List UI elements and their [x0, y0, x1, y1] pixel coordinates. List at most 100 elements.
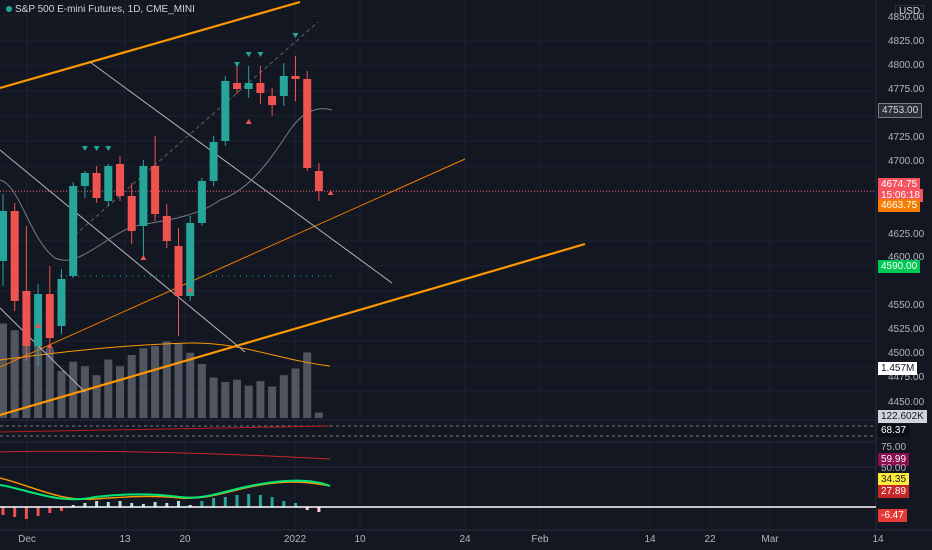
axis-value-tag: 34.35	[878, 473, 910, 486]
histogram-bar	[141, 504, 145, 507]
dashed-trendline	[74, 21, 319, 236]
volume-bar	[151, 346, 160, 418]
histogram-bar	[188, 505, 192, 507]
volume-bar	[291, 368, 300, 418]
sell-signal-arrow	[35, 323, 42, 328]
axis-value-tag: 4674.75	[878, 178, 921, 191]
candle-body	[303, 79, 312, 168]
rsi-line	[0, 425, 331, 433]
sell-signal-arrow	[187, 287, 194, 292]
volume-bar	[233, 379, 241, 418]
candle-body	[10, 211, 19, 301]
price-tick-label: 4475.00	[888, 372, 925, 383]
price-tick-label: 4600.00	[888, 252, 925, 263]
price-tick-label: 4500.00	[888, 348, 925, 359]
candle-body	[92, 173, 101, 198]
histogram-bar	[1, 507, 5, 515]
candle-body	[233, 83, 241, 89]
volume-bar	[197, 364, 206, 418]
candle-body	[57, 279, 66, 326]
candle-body	[80, 173, 89, 186]
candle-body	[279, 76, 288, 96]
candle-body	[45, 294, 54, 338]
price-tick-label: 4775.00	[888, 84, 925, 95]
volume-bar	[268, 386, 277, 418]
histogram-bar	[258, 495, 262, 507]
date-tick-label: 14	[644, 534, 656, 545]
date-tick-label: 2022	[283, 534, 307, 545]
volume-bar	[22, 328, 31, 418]
histogram-bar	[106, 502, 110, 507]
histogram-bar	[165, 503, 169, 507]
sell-signal-arrow	[327, 190, 334, 195]
date-tick-label: Feb	[531, 534, 549, 545]
sell-signal-arrow	[175, 280, 182, 285]
volume-bar	[57, 370, 66, 418]
histogram-bar	[282, 501, 286, 507]
axis-value-tag: 1.457M	[878, 362, 918, 375]
price-tick-label: 4700.00	[888, 156, 925, 167]
candle-body	[221, 81, 230, 141]
volume-bar	[162, 341, 171, 418]
buy-signal-arrow	[257, 52, 264, 57]
candle-body	[291, 76, 300, 79]
volume-bar	[221, 382, 230, 418]
candle-body	[151, 166, 160, 214]
volume-bar	[256, 381, 265, 418]
symbol-header: S&P 500 E-mini Futures, 1D, CME_MINI	[6, 4, 195, 15]
macd-line	[0, 479, 331, 501]
volume-bar	[244, 385, 253, 418]
histogram-bar	[48, 507, 52, 513]
histogram-bar	[153, 502, 157, 507]
candle-body	[314, 171, 323, 191]
price-tick-label: 4450.00	[888, 397, 925, 408]
volume-bar	[69, 361, 78, 418]
sell-signal-arrow	[46, 343, 53, 348]
axis-value-tag: 122.602K	[878, 410, 927, 423]
currency-selector[interactable]: USD	[895, 5, 925, 18]
date-tick-label: Mar	[761, 534, 779, 545]
histogram-bar	[177, 501, 180, 507]
histogram-bar	[317, 507, 321, 512]
buy-signal-arrow	[234, 62, 240, 67]
sell-signal-arrow	[11, 290, 18, 295]
volume-bar	[34, 343, 43, 418]
axis-value-tag: -6.47	[878, 509, 907, 522]
histogram-bar	[71, 505, 75, 507]
candle-body	[34, 294, 43, 346]
moving-average-line	[0, 108, 333, 261]
date-tick-label: 20	[179, 534, 191, 545]
date-tick-label: 13	[119, 534, 131, 545]
histogram-bar	[83, 503, 87, 507]
axis-value-tag: 4663.75	[878, 199, 921, 212]
candle-body	[209, 142, 218, 181]
volume-bar	[314, 412, 323, 418]
sell-signal-arrow	[140, 255, 147, 260]
descending-trendline	[0, 307, 86, 393]
buy-signal-arrow	[81, 146, 88, 151]
volume-bar	[279, 375, 288, 418]
histogram-bar	[118, 501, 122, 507]
sell-signal-arrow	[245, 119, 252, 124]
histogram-bar	[200, 501, 204, 507]
date-tick-label: 10	[354, 534, 366, 545]
histogram-bar	[95, 501, 99, 507]
descending-trendline	[89, 61, 393, 284]
date-tick-label: 14	[872, 534, 884, 545]
candle-body	[244, 83, 253, 89]
oscillator-line	[0, 450, 331, 460]
price-tick-label: 4625.00	[888, 229, 925, 240]
market-status-dot	[6, 6, 12, 13]
candle-body	[139, 166, 148, 226]
histogram-bar	[36, 507, 40, 516]
buy-signal-arrow	[70, 227, 77, 232]
symbol-title: S&P 500 E-mini Futures, 1D, CME_MINI	[15, 4, 195, 15]
date-tick-label: Dec	[18, 534, 36, 545]
histogram-bar	[270, 497, 274, 507]
volume-bar	[92, 375, 101, 418]
volume-bar	[139, 348, 148, 418]
candle-body	[174, 246, 183, 296]
buy-signal-arrow	[292, 33, 299, 38]
